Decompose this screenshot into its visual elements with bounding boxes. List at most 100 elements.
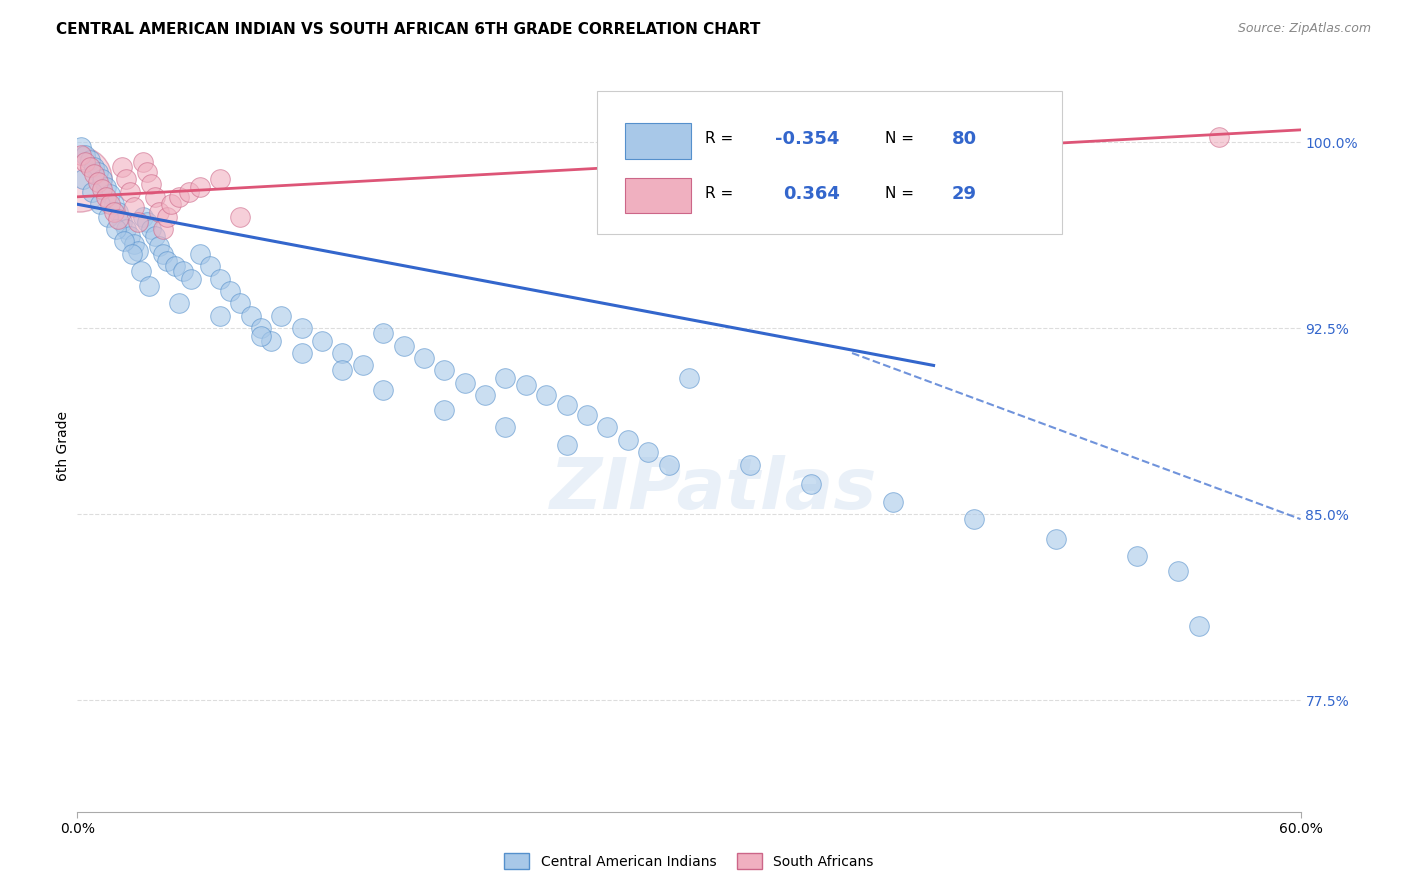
Text: ZIPatlas: ZIPatlas (550, 456, 877, 524)
Point (152, 222, 174, 236)
Point (260, 334, 283, 348)
Point (352, 359, 374, 373)
Text: R =: R = (704, 186, 742, 202)
Point (111, 214, 134, 228)
Point (131, 210, 153, 224)
Point (392, 338, 415, 352)
Point (180, 271, 202, 285)
Point (371, 326, 394, 341)
Text: R =: R = (704, 131, 738, 146)
Point (72, 172, 94, 186)
Point (67, 172, 90, 186)
Y-axis label: 6th Grade: 6th Grade (56, 411, 70, 481)
Point (128, 244, 150, 259)
Point (124, 200, 146, 214)
Point (128, 214, 150, 228)
Point (105, 222, 128, 236)
Point (250, 321, 273, 335)
Point (83, 168, 105, 182)
Text: Source: ZipAtlas.com: Source: ZipAtlas.com (1237, 22, 1371, 36)
Point (495, 371, 517, 385)
FancyBboxPatch shape (626, 178, 692, 213)
Point (129, 264, 152, 278)
Point (219, 284, 242, 298)
Point (250, 328, 273, 343)
Point (121, 247, 143, 261)
Point (139, 222, 162, 236)
Point (179, 185, 201, 199)
Point (103, 204, 125, 219)
Point (1126, 549, 1149, 564)
FancyBboxPatch shape (626, 123, 692, 159)
Point (87, 175, 110, 189)
Point (79, 153, 101, 167)
Point (188, 247, 211, 261)
Point (536, 388, 558, 402)
Point (198, 259, 221, 273)
Point (97, 210, 120, 224)
Point (90, 182, 112, 196)
Point (239, 309, 262, 323)
Point (188, 180, 211, 194)
Point (474, 388, 496, 402)
Text: N =: N = (884, 131, 918, 146)
Text: 0.364: 0.364 (783, 185, 839, 202)
Point (75, 155, 97, 169)
Point (124, 236, 146, 251)
Point (576, 408, 599, 422)
Point (83, 160, 105, 174)
Point (454, 376, 477, 390)
Point (433, 363, 456, 377)
Point (882, 495, 904, 509)
Point (637, 445, 659, 459)
Point (515, 378, 537, 392)
Point (112, 235, 135, 249)
Point (79, 160, 101, 174)
Point (75, 147, 97, 161)
Text: 29: 29 (952, 185, 977, 202)
Point (148, 239, 170, 253)
Text: -0.354: -0.354 (775, 130, 839, 148)
Point (139, 178, 162, 192)
Point (152, 247, 174, 261)
Point (332, 346, 354, 360)
Point (120, 229, 142, 244)
Point (143, 190, 166, 204)
Point (1167, 564, 1189, 578)
Point (165, 259, 187, 273)
Point (596, 420, 619, 434)
Point (148, 204, 170, 219)
Point (156, 254, 179, 268)
Point (658, 458, 681, 472)
Point (87, 165, 110, 179)
Point (495, 420, 517, 434)
Text: CENTRAL AMERICAN INDIAN VS SOUTH AFRICAN 6TH GRADE CORRELATION CHART: CENTRAL AMERICAN INDIAN VS SOUTH AFRICAN… (56, 22, 761, 37)
Point (740, 458, 762, 472)
Point (80, 185, 103, 199)
Point (115, 172, 138, 186)
Point (555, 398, 578, 412)
Point (209, 309, 232, 323)
Point (311, 334, 333, 348)
Point (1045, 532, 1067, 546)
Point (800, 477, 823, 491)
Point (70, 147, 93, 161)
Point (229, 210, 252, 224)
Legend: Central American Indians, South Africans: Central American Indians, South Africans (499, 848, 879, 874)
Point (135, 165, 157, 179)
Point (229, 296, 252, 310)
Point (172, 264, 194, 278)
Point (291, 346, 314, 360)
Point (107, 212, 129, 227)
Point (209, 172, 232, 186)
Point (94, 180, 117, 194)
Point (169, 296, 191, 310)
Point (678, 371, 700, 385)
Point (160, 197, 183, 211)
Point (98, 187, 121, 202)
Point (111, 160, 134, 174)
Point (1208, 130, 1230, 145)
Point (413, 351, 436, 365)
Point (169, 190, 191, 204)
Point (371, 383, 394, 397)
